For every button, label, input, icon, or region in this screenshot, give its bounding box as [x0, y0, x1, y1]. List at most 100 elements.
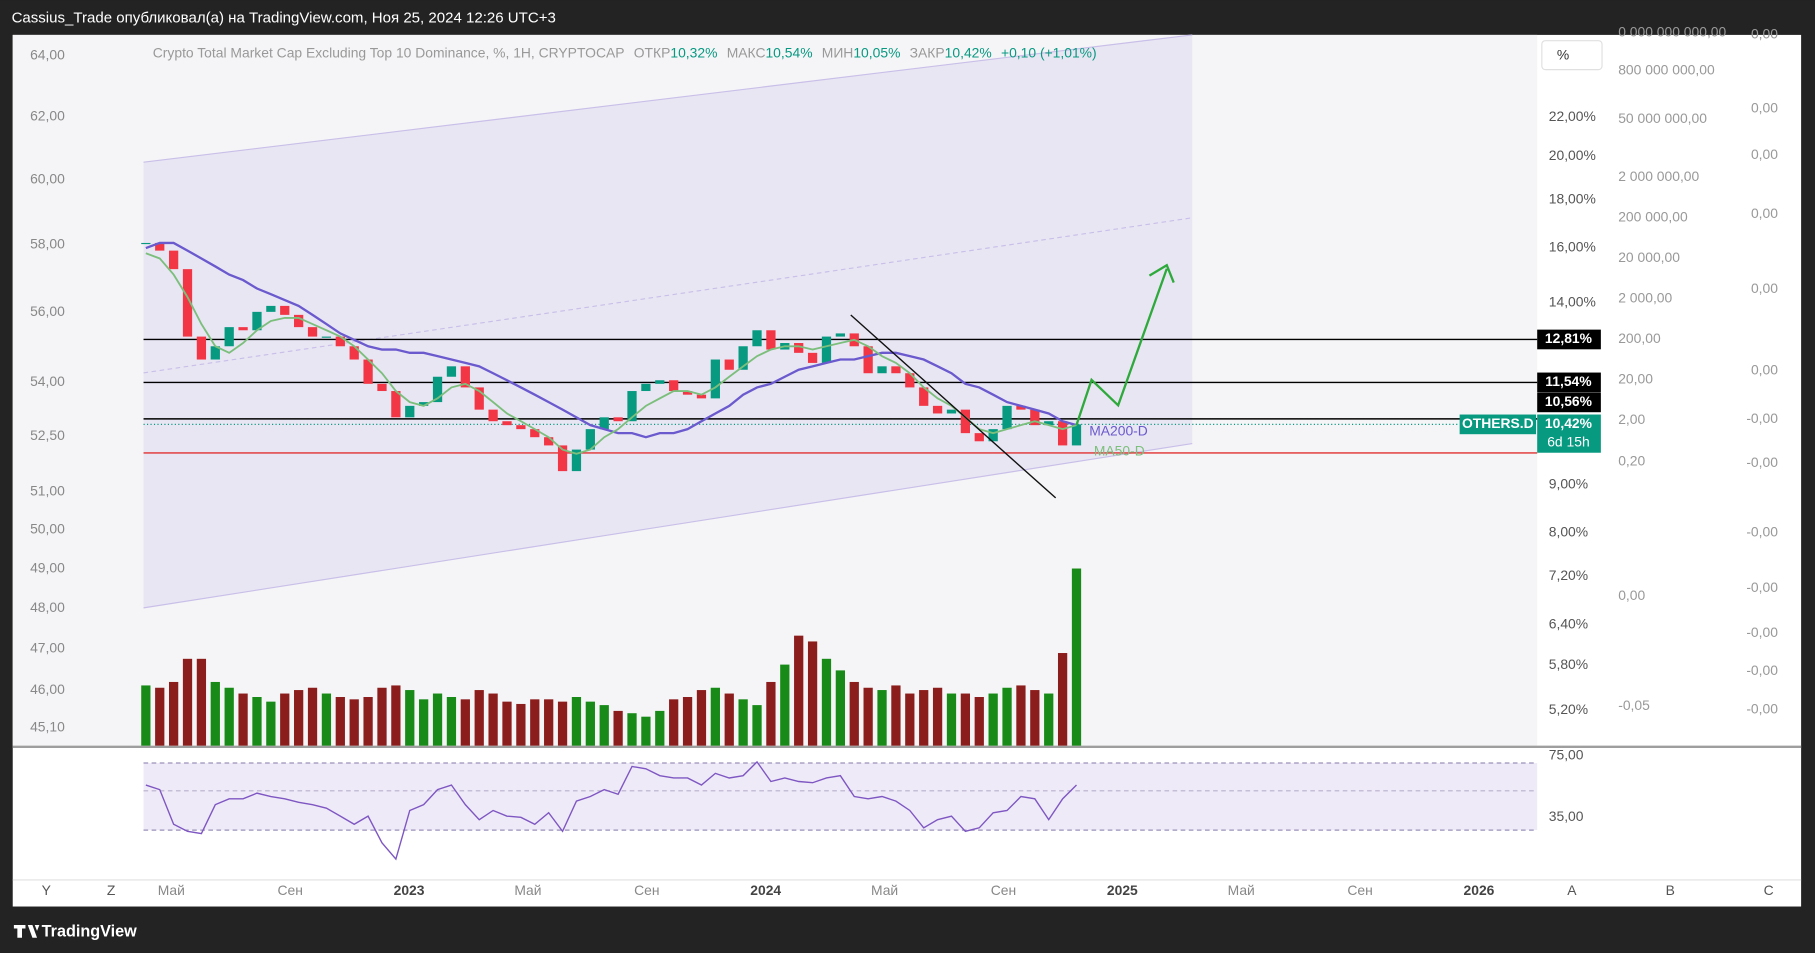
- volume-bar: [238, 693, 248, 746]
- x-tick-label: 2024: [750, 882, 781, 898]
- axis-button[interactable]: C: [1764, 882, 1774, 898]
- channel-bottom: [143, 442, 1193, 609]
- axis-button[interactable]: Y: [42, 882, 51, 898]
- overlay-label: -0,00: [1746, 662, 1778, 678]
- candle: [974, 433, 984, 442]
- volume-bar: [794, 635, 804, 746]
- volume-bar: [1044, 693, 1054, 746]
- overlay-label: -0,00: [1746, 410, 1778, 426]
- price-label: 11,54%: [1545, 373, 1591, 389]
- overlay-label: -0,00: [1746, 523, 1778, 539]
- overlay-label: -0,00: [1746, 700, 1778, 716]
- overlay-label: 800 000 000,00: [1618, 61, 1715, 77]
- last-price-box: [1537, 414, 1601, 453]
- volume-bar: [849, 681, 859, 746]
- left-tick-label: 64,00: [30, 46, 65, 62]
- volume-bar: [780, 664, 790, 746]
- candle: [905, 373, 915, 388]
- volume-bar: [530, 699, 540, 746]
- volume-bar: [210, 681, 220, 746]
- volume-bar: [960, 693, 971, 746]
- candle: [474, 387, 484, 410]
- axis-button[interactable]: B: [1666, 882, 1675, 898]
- candle: [988, 429, 998, 442]
- candle: [891, 366, 901, 374]
- header: Cassius_Trade опубликовал(а) на TradingV…: [12, 10, 556, 27]
- x-tick-label: Сен: [1347, 882, 1372, 898]
- legend-name: МИН: [822, 44, 854, 60]
- overlay-label: 2,00: [1618, 411, 1645, 427]
- candle: [141, 242, 151, 245]
- candle: [405, 405, 415, 418]
- candle: [210, 346, 220, 360]
- arrow-head: [1148, 263, 1175, 284]
- left-tick-label: 52,50: [30, 427, 65, 443]
- volume-bar: [1071, 568, 1082, 746]
- candle: [377, 383, 387, 392]
- candle: [613, 417, 623, 422]
- ma-label: MA50-D: [1094, 442, 1145, 458]
- volume-bar: [349, 699, 359, 746]
- percent-label[interactable]: %: [1557, 46, 1569, 62]
- overlay-label: -0,00: [1746, 624, 1778, 640]
- candle: [1044, 421, 1054, 426]
- candle: [710, 359, 720, 399]
- volume-bar: [710, 687, 720, 746]
- overlay-label: 0,00: [1751, 280, 1778, 296]
- candle: [1030, 409, 1040, 426]
- candle: [446, 366, 457, 377]
- overlay-label: -0,05: [1618, 697, 1650, 713]
- y-tick-label: 16,00%: [1549, 239, 1596, 255]
- overlay-label: 0,20: [1618, 453, 1645, 469]
- volume-bar: [488, 693, 498, 746]
- candle: [488, 409, 498, 422]
- candle: [252, 311, 262, 331]
- left-tick-label: 60,00: [30, 170, 65, 186]
- y-tick-label: 7,20%: [1549, 567, 1588, 583]
- legend: Crypto Total Market Cap Excluding Top 10…: [153, 44, 1097, 60]
- volume-bar: [1002, 687, 1012, 746]
- volume-bar: [724, 693, 734, 746]
- candle: [363, 359, 373, 384]
- volume-bar: [544, 699, 554, 746]
- candle: [599, 417, 609, 430]
- x-tick-label: Сен: [991, 882, 1016, 898]
- candle: [530, 429, 540, 438]
- candle: [696, 394, 707, 399]
- volume-bar: [266, 701, 276, 746]
- overlay-label: 0,00: [1751, 26, 1778, 42]
- volume-bar: [641, 716, 651, 746]
- volume-bar: [474, 690, 484, 746]
- axis-button[interactable]: Z: [107, 882, 116, 898]
- candle: [946, 409, 957, 414]
- y-tick-label: 22,00%: [1549, 108, 1596, 124]
- overlay-label: 20 000,00: [1618, 249, 1680, 265]
- candle: [655, 380, 665, 384]
- axis-button[interactable]: A: [1567, 882, 1577, 898]
- volume-bar: [571, 697, 582, 746]
- volume-bar: [391, 685, 401, 746]
- logo-icon: [13, 925, 40, 938]
- x-tick-label: 2026: [1464, 882, 1495, 898]
- candle: [557, 445, 568, 472]
- volume-bar: [752, 705, 762, 746]
- price-label-box: [1537, 372, 1601, 393]
- volume-bar: [502, 701, 512, 746]
- left-tick-label: 45,10: [30, 719, 65, 735]
- candle: [807, 352, 818, 363]
- candle: [919, 387, 929, 406]
- candle: [544, 437, 554, 446]
- volume-bar: [196, 658, 207, 746]
- candle: [571, 449, 582, 472]
- candle: [155, 242, 165, 251]
- candle: [585, 429, 595, 450]
- overlay-label: 0,00: [1751, 205, 1778, 221]
- overlay-label: 200 000,00: [1618, 208, 1688, 224]
- volume-bar: [321, 693, 332, 746]
- volume-bar: [168, 681, 179, 746]
- x-tick-label: Сен: [277, 882, 302, 898]
- percent-button[interactable]: [1541, 40, 1603, 71]
- volume-bar: [585, 701, 595, 746]
- price-label: 12,81%: [1545, 330, 1592, 346]
